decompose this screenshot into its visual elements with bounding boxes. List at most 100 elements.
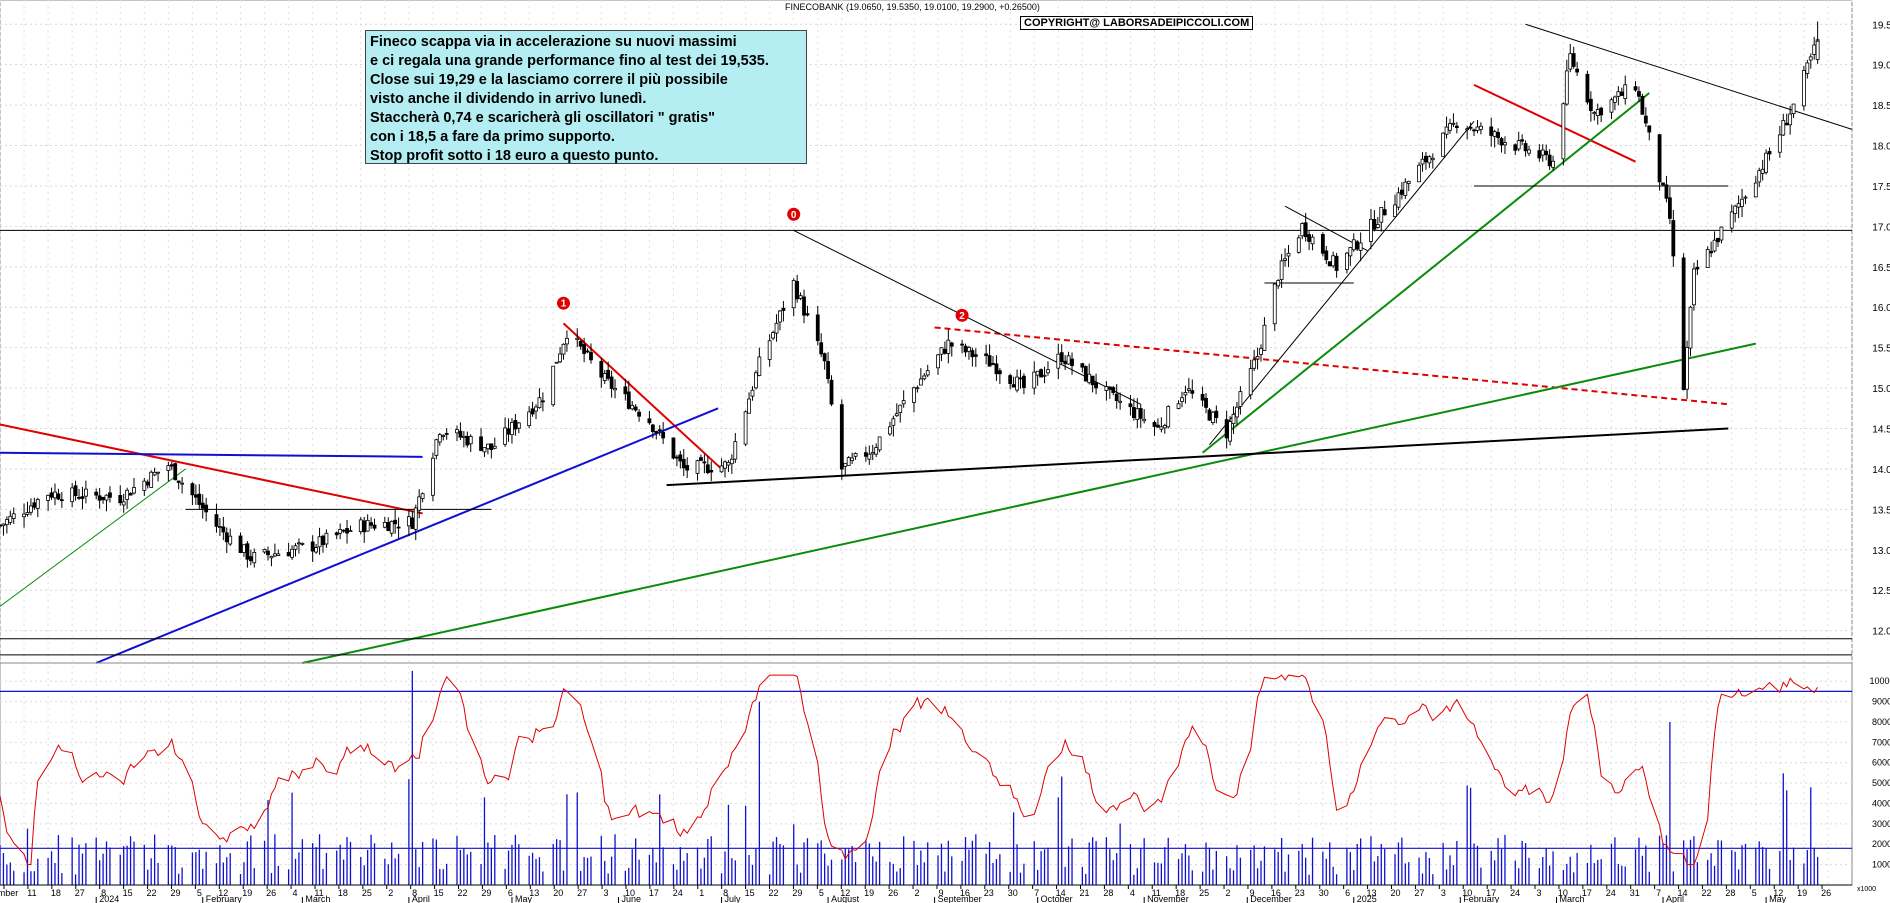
candle-body bbox=[1235, 406, 1239, 418]
candle-body bbox=[967, 347, 971, 352]
candle-body bbox=[1523, 143, 1528, 152]
candle-body bbox=[1011, 384, 1016, 388]
trendline bbox=[562, 322, 723, 470]
candle-body bbox=[1599, 107, 1604, 116]
month-label: December bbox=[1250, 894, 1292, 903]
candle-body bbox=[32, 502, 37, 508]
day-tick-label: 21 bbox=[1079, 888, 1089, 898]
candle-body bbox=[1035, 370, 1040, 376]
trendline bbox=[0, 451, 423, 458]
day-tick-label: 23 bbox=[1295, 888, 1305, 898]
candle-body bbox=[262, 549, 267, 553]
candle-body bbox=[482, 447, 487, 453]
day-tick-label: 28 bbox=[1103, 888, 1113, 898]
candle-body bbox=[35, 499, 40, 509]
day-tick-label: 12 bbox=[840, 888, 850, 898]
candle-body bbox=[822, 353, 827, 362]
candle-body bbox=[1015, 376, 1019, 391]
candle-body bbox=[915, 387, 920, 390]
candle-body bbox=[25, 512, 30, 515]
marker-circle bbox=[787, 207, 801, 221]
price-tick-label: 14.5 bbox=[1872, 425, 1890, 436]
day-tick-label: 3 bbox=[1441, 888, 1446, 898]
candle-body bbox=[1166, 406, 1171, 428]
day-tick-label: 17 bbox=[1486, 888, 1496, 898]
candle-body bbox=[97, 495, 102, 501]
candle-body bbox=[1716, 237, 1720, 243]
candle-body bbox=[946, 339, 951, 354]
candle-body bbox=[1156, 424, 1160, 428]
day-tick-label: 10 bbox=[625, 888, 635, 898]
candle-body bbox=[324, 532, 329, 545]
candle-body bbox=[1544, 150, 1549, 156]
month-label: November bbox=[1147, 894, 1189, 903]
candle-body bbox=[987, 355, 992, 367]
candle-body bbox=[1623, 84, 1628, 99]
indicator-tick-label: 9000 bbox=[1872, 697, 1890, 707]
candle-body bbox=[874, 447, 879, 455]
candle-body bbox=[613, 388, 617, 391]
comment-line: Staccherà 0,74 e scaricherà gli oscillat… bbox=[370, 110, 716, 126]
candle-body bbox=[1, 523, 6, 527]
candle-body bbox=[1503, 142, 1507, 146]
candle-body bbox=[637, 411, 641, 417]
candle-body bbox=[8, 515, 13, 523]
candle-body bbox=[1805, 62, 1810, 74]
day-tick-label: 24 bbox=[1510, 888, 1520, 898]
day-tick-label: 6 bbox=[508, 888, 513, 898]
candle-body bbox=[781, 307, 786, 311]
candle-body bbox=[1784, 122, 1789, 126]
candle-body bbox=[802, 296, 806, 316]
candle-body bbox=[300, 542, 305, 545]
candle-body bbox=[1272, 283, 1277, 325]
candle-body bbox=[46, 494, 51, 501]
comment-line: con i 18,5 a fare da primo supporto. bbox=[370, 129, 615, 145]
marker-circle bbox=[955, 308, 969, 322]
price-grid bbox=[0, 0, 1853, 885]
candle-body bbox=[1801, 70, 1806, 107]
candle-body bbox=[994, 363, 999, 375]
day-tick-label: 24 bbox=[673, 888, 683, 898]
candle-body bbox=[681, 458, 686, 469]
candle-body bbox=[554, 361, 559, 364]
candle-body bbox=[1705, 249, 1710, 268]
candle-body bbox=[661, 431, 666, 439]
candle-body bbox=[719, 465, 724, 473]
indicator-tick-label: 7000 bbox=[1872, 737, 1890, 747]
candle-body bbox=[1468, 126, 1473, 129]
candle-body bbox=[1176, 403, 1181, 409]
month-label: February bbox=[206, 894, 243, 903]
month-label: October bbox=[1041, 894, 1073, 903]
day-tick-label: 14 bbox=[1678, 888, 1688, 898]
candle-body bbox=[1183, 392, 1188, 396]
day-tick-label: 8 bbox=[412, 888, 417, 898]
candle-body bbox=[726, 462, 731, 466]
price-tick-label: 12.5 bbox=[1872, 586, 1890, 597]
candle-body bbox=[1255, 355, 1260, 360]
day-tick-label: 5 bbox=[819, 888, 824, 898]
candle-body bbox=[891, 418, 896, 426]
candle-body bbox=[1228, 421, 1232, 442]
candle-body bbox=[1369, 218, 1373, 242]
candle-body bbox=[317, 536, 322, 548]
candle-body bbox=[973, 354, 978, 357]
candle-body bbox=[413, 507, 418, 530]
candle-body bbox=[345, 528, 349, 534]
candle-body bbox=[1231, 413, 1236, 425]
price-tick-label: 15.0 bbox=[1872, 384, 1890, 395]
candle-body bbox=[248, 556, 253, 562]
candle-body bbox=[685, 465, 690, 471]
candle-body bbox=[1059, 352, 1064, 363]
candle-body bbox=[1613, 96, 1617, 103]
candle-body bbox=[1472, 129, 1476, 132]
candle-body bbox=[1300, 223, 1305, 237]
trendline bbox=[0, 423, 423, 515]
month-label: 2025 bbox=[1357, 894, 1377, 903]
day-tick-label: 19 bbox=[864, 888, 874, 898]
candle-body bbox=[1520, 139, 1525, 142]
candle-body bbox=[358, 519, 363, 533]
candle-body bbox=[1688, 306, 1693, 349]
day-tick-label: 31 bbox=[1630, 888, 1640, 898]
